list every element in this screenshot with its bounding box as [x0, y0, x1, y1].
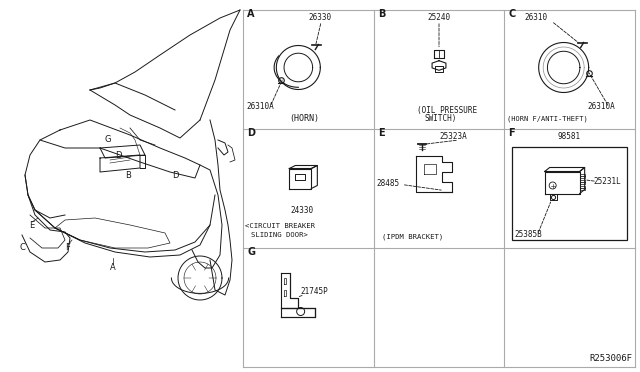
Text: F: F	[508, 128, 515, 138]
Text: 24330: 24330	[291, 206, 314, 215]
Text: 25231L: 25231L	[593, 176, 621, 186]
Text: D: D	[115, 151, 121, 160]
Text: 98581: 98581	[557, 132, 580, 141]
Text: R253006F: R253006F	[589, 354, 632, 363]
Text: D: D	[247, 128, 255, 138]
Text: 26310: 26310	[524, 13, 547, 22]
Text: 28485: 28485	[377, 179, 400, 187]
Text: E: E	[378, 128, 384, 138]
Text: 21745P: 21745P	[301, 288, 328, 296]
Text: C: C	[19, 244, 25, 253]
Bar	[513, 147, 627, 240]
Text: <CIRCUIT BREAKER: <CIRCUIT BREAKER	[245, 223, 315, 229]
Text: (IPDM BRACKET): (IPDM BRACKET)	[381, 233, 443, 240]
Text: B: B	[125, 170, 131, 180]
Text: C: C	[508, 9, 516, 19]
Text: 25385B: 25385B	[515, 230, 542, 239]
Text: 26310A: 26310A	[246, 102, 274, 111]
Text: 26310A: 26310A	[587, 102, 615, 111]
Text: 25240: 25240	[427, 13, 450, 22]
Text: SLIDING DOOR>: SLIDING DOOR>	[251, 232, 308, 238]
Text: (HORN): (HORN)	[289, 114, 319, 123]
Text: (OIL PRESSURE: (OIL PRESSURE	[417, 106, 477, 115]
Text: SWITCH): SWITCH)	[425, 114, 458, 123]
Text: B: B	[378, 9, 385, 19]
Text: A: A	[110, 263, 116, 273]
Text: D: D	[172, 170, 179, 180]
Text: G: G	[247, 247, 255, 257]
Text: F: F	[65, 244, 70, 253]
Text: 25323A: 25323A	[439, 132, 467, 141]
Text: 26330: 26330	[308, 13, 332, 22]
Text: E: E	[29, 221, 35, 230]
Text: (HORN F/ANTI-THEFT): (HORN F/ANTI-THEFT)	[508, 116, 588, 122]
Text: G: G	[105, 135, 111, 144]
Text: A: A	[247, 9, 255, 19]
